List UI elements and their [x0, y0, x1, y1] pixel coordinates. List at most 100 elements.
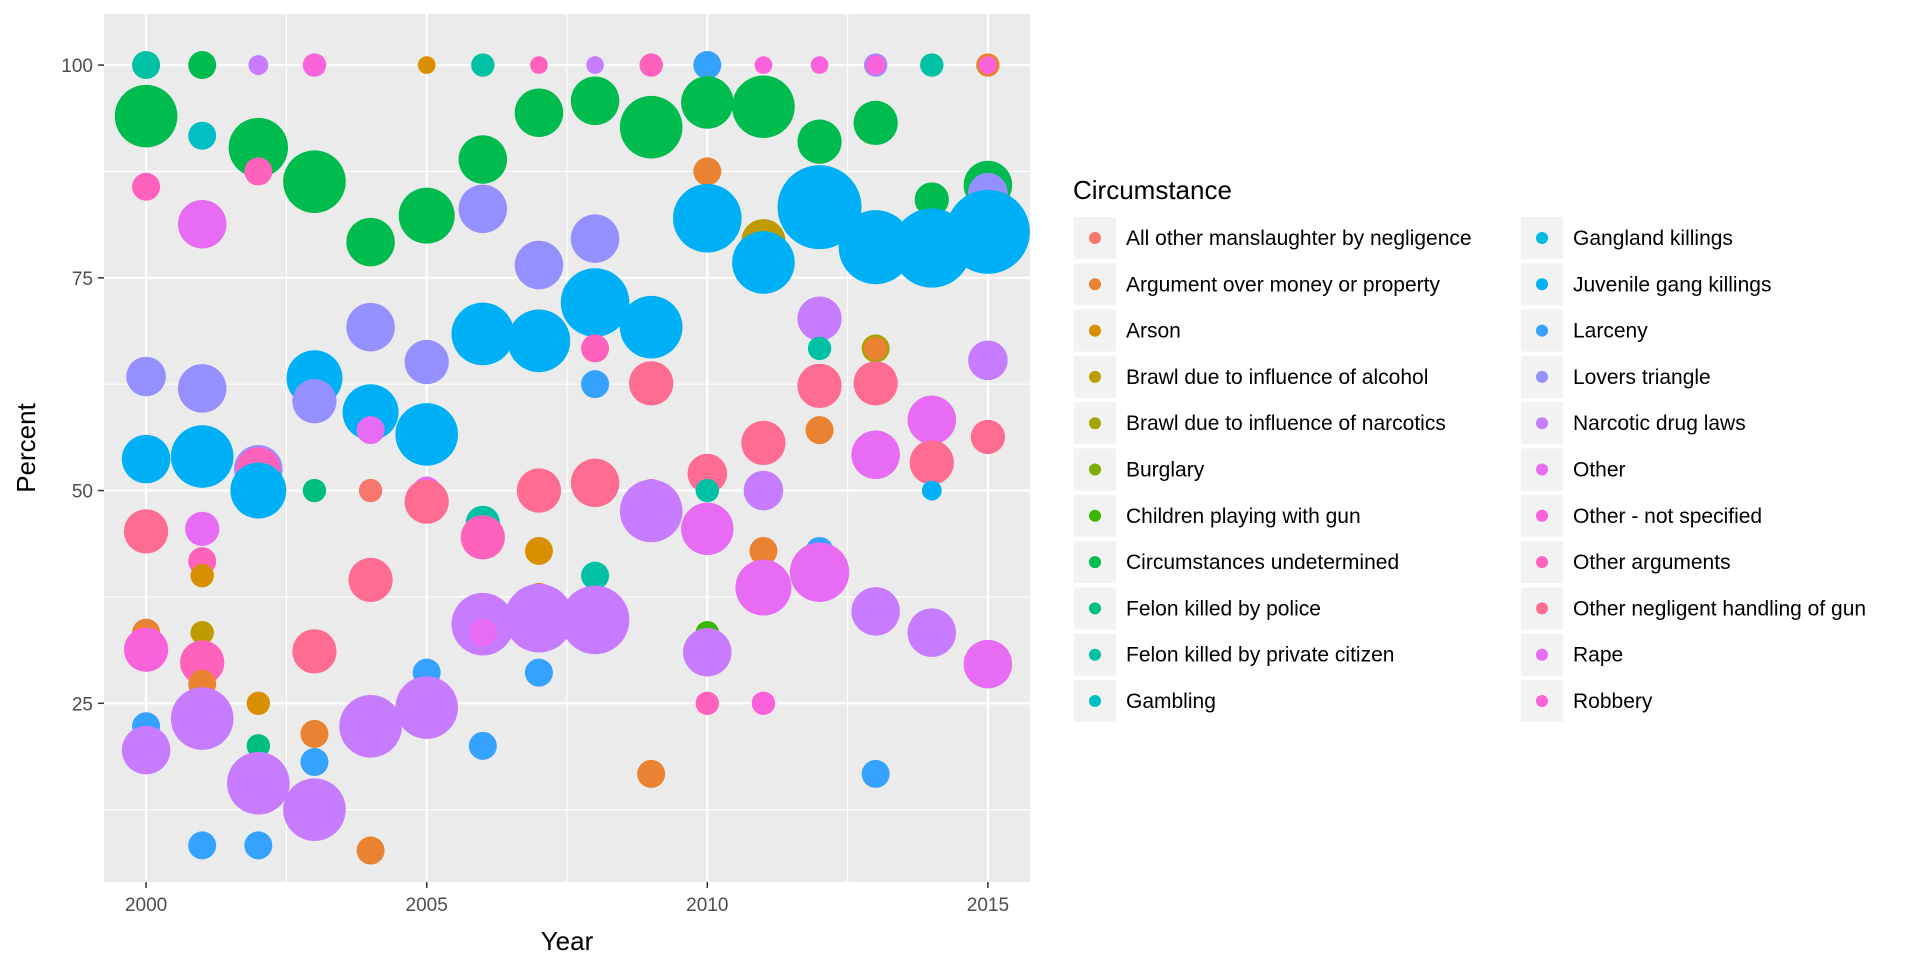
data-point: [451, 302, 515, 366]
data-point: [914, 182, 949, 217]
data-point: [504, 583, 574, 653]
data-point: [458, 135, 508, 184]
legend-swatch: [1536, 324, 1548, 337]
data-point: [524, 536, 553, 565]
legend-swatch: [1536, 278, 1548, 291]
data-point: [637, 759, 666, 788]
data-point: [132, 172, 161, 201]
y-tick-label: 25: [72, 694, 93, 715]
data-point: [681, 502, 734, 556]
data-point: [838, 210, 913, 285]
data-point: [300, 748, 329, 777]
data-point: [244, 831, 273, 860]
legend-swatch: [1089, 278, 1101, 291]
data-point: [907, 608, 957, 657]
data-point: [732, 75, 795, 139]
data-point: [346, 217, 395, 267]
x-tick-label: 2015: [967, 895, 1009, 916]
data-point: [177, 199, 227, 249]
data-point: [185, 511, 220, 546]
x-tick-label: 2005: [406, 895, 448, 916]
data-point: [170, 687, 234, 750]
data-point: [248, 55, 269, 75]
y-axis: 25 50 75 100: [61, 56, 104, 715]
data-point: [695, 478, 720, 503]
data-point: [743, 470, 784, 511]
data-point: [851, 430, 900, 480]
data-point: [970, 419, 1006, 455]
data-point: [246, 691, 271, 716]
legend-label: Narcotic drug laws: [1573, 412, 1746, 435]
data-point: [853, 361, 898, 406]
data-point: [228, 117, 289, 178]
data-point: [468, 731, 497, 760]
data-point: [619, 95, 683, 159]
data-point: [227, 751, 290, 815]
legend-label: Burglary: [1126, 459, 1205, 482]
data-point: [121, 434, 171, 484]
data-point: [356, 416, 385, 445]
data-point: [170, 425, 234, 488]
legend-swatch: [1536, 509, 1548, 522]
data-points: [114, 51, 1030, 865]
data-point: [963, 639, 1013, 689]
legend-swatch: [1536, 232, 1548, 244]
y-tick-label: 50: [72, 482, 93, 503]
data-point: [468, 618, 497, 647]
data-point: [749, 536, 778, 565]
data-point: [114, 84, 178, 148]
legend-swatch: [1089, 695, 1101, 707]
data-point: [861, 759, 890, 788]
legend-label: Brawl due to influence of alcohol: [1126, 366, 1428, 389]
data-point: [283, 150, 346, 213]
legend-swatch: [1536, 602, 1548, 615]
data-point: [560, 585, 630, 655]
legend-swatch: [1089, 370, 1101, 383]
legend-label: Circumstances undetermined: [1126, 551, 1399, 574]
data-point: [230, 462, 287, 519]
legend-label: Other arguments: [1573, 551, 1731, 574]
data-point: [586, 56, 604, 74]
legend-label: Juvenile gang killings: [1573, 273, 1771, 296]
data-point: [683, 627, 732, 677]
legend-label: Argument over money or property: [1126, 273, 1440, 296]
data-point: [292, 379, 337, 424]
legend-label: Brawl due to influence of narcotics: [1126, 412, 1446, 435]
data-point: [530, 56, 548, 74]
legend-swatch: [1536, 695, 1548, 707]
data-point: [865, 55, 886, 75]
legend-swatch: [1089, 417, 1101, 430]
legend-swatch: [1089, 648, 1101, 661]
data-point: [458, 184, 508, 234]
data-point: [188, 121, 217, 150]
data-point: [570, 214, 620, 263]
data-point: [807, 336, 832, 361]
legend-label: Gangland killings: [1573, 227, 1733, 250]
data-point: [681, 76, 734, 129]
data-point: [404, 479, 449, 524]
data-point: [121, 725, 171, 775]
legend-label: Rape: [1573, 644, 1623, 667]
data-point: [417, 56, 436, 74]
x-tick-label: 2000: [125, 895, 167, 916]
legend-label: Lovers triangle: [1573, 366, 1711, 389]
legend-swatch: [1536, 556, 1548, 569]
data-point: [619, 479, 683, 543]
data-point: [920, 53, 944, 77]
legend-label: Felon killed by private citizen: [1126, 644, 1394, 667]
data-point: [516, 468, 562, 513]
data-point: [581, 561, 610, 590]
data-point: [244, 157, 273, 186]
data-point: [123, 627, 169, 672]
data-point: [751, 691, 776, 716]
data-point: [514, 88, 564, 137]
data-point: [805, 416, 834, 445]
legend-swatch: [1089, 556, 1101, 569]
legend-label: Arson: [1126, 320, 1181, 343]
legend-label: All other manslaughter by negligence: [1126, 227, 1472, 250]
data-point: [190, 620, 214, 645]
data-point: [404, 339, 449, 385]
legend-swatch: [1089, 324, 1101, 337]
